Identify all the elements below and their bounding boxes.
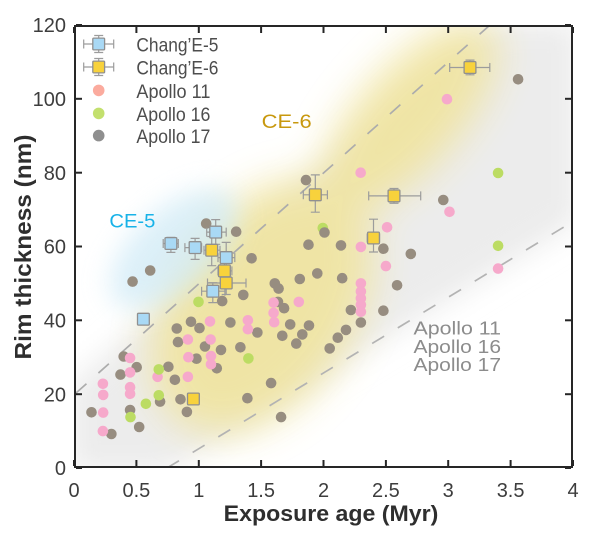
svg-text:Exposure age (Myr): Exposure age (Myr): [224, 501, 439, 526]
svg-text:Apollo 17: Apollo 17: [136, 127, 210, 148]
svg-text:Rim thickness (nm): Rim thickness (nm): [10, 135, 36, 360]
svg-text:100: 100: [33, 89, 66, 111]
svg-text:Apollo 16: Apollo 16: [414, 337, 502, 357]
svg-text:4: 4: [567, 480, 578, 502]
svg-text:CE-5: CE-5: [109, 211, 155, 233]
svg-text:CE-6: CE-6: [262, 111, 312, 133]
svg-text:Chang’E-5: Chang’E-5: [136, 36, 218, 57]
svg-text:0: 0: [55, 458, 66, 480]
svg-text:1.5: 1.5: [247, 480, 275, 502]
svg-text:Apollo 11: Apollo 11: [136, 82, 210, 103]
svg-text:40: 40: [44, 311, 66, 333]
svg-text:2: 2: [318, 480, 329, 502]
svg-text:0.5: 0.5: [122, 480, 150, 502]
svg-text:Apollo 16: Apollo 16: [136, 105, 210, 126]
svg-text:20: 20: [44, 384, 66, 406]
svg-text:Chang’E-6: Chang’E-6: [136, 59, 218, 80]
svg-text:1: 1: [193, 480, 204, 502]
svg-text:Apollo 17: Apollo 17: [414, 355, 502, 375]
svg-text:2.5: 2.5: [372, 480, 400, 502]
svg-text:60: 60: [44, 237, 66, 259]
svg-text:120: 120: [33, 15, 66, 37]
svg-text:80: 80: [44, 163, 66, 185]
svg-text:3.5: 3.5: [497, 480, 525, 502]
svg-text:0: 0: [68, 480, 79, 502]
svg-text:3: 3: [443, 480, 454, 502]
svg-text:Apollo 11: Apollo 11: [414, 319, 502, 339]
